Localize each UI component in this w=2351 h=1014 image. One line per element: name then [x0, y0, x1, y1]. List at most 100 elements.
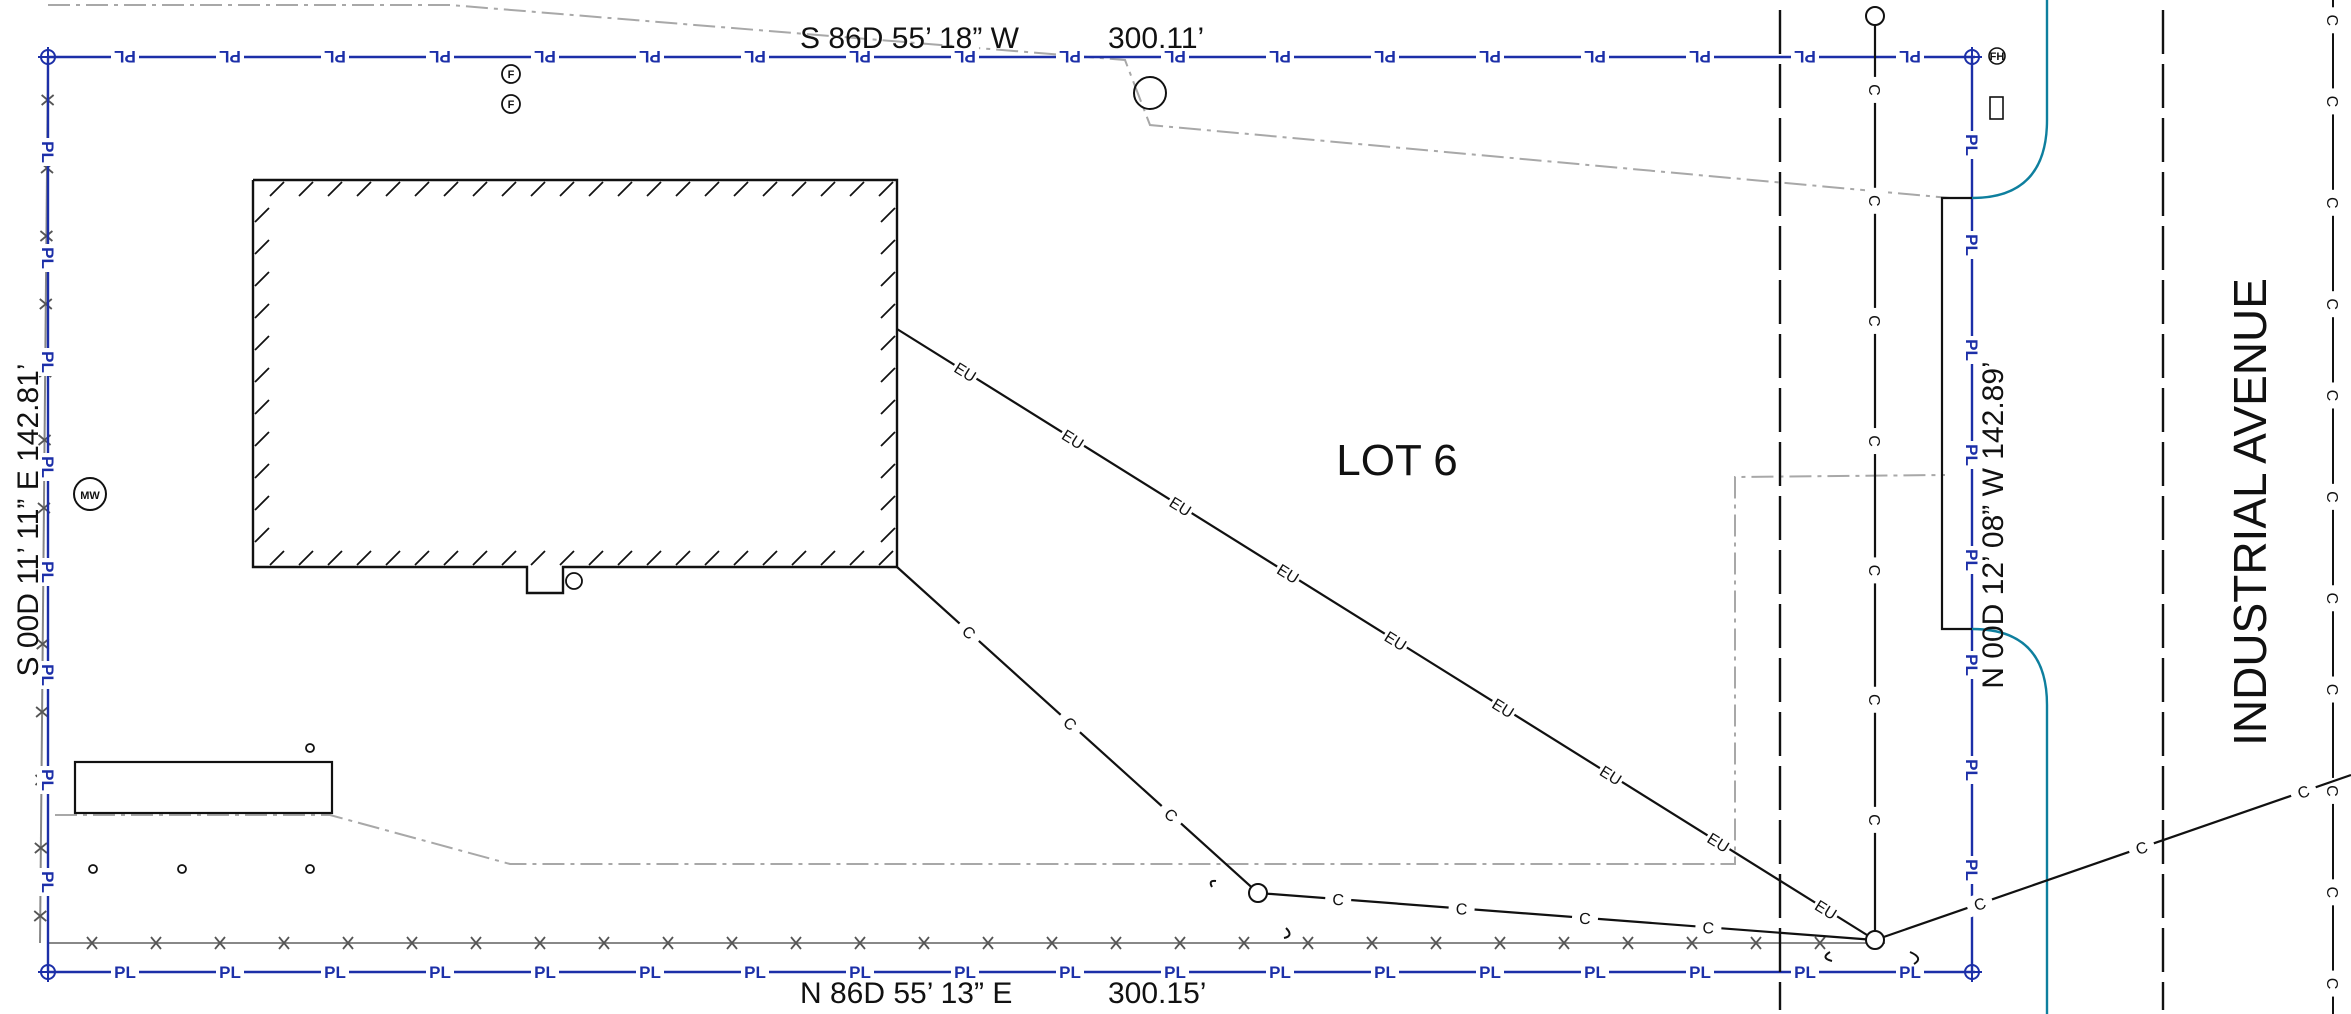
pl-label: PL	[1479, 47, 1501, 66]
pl-label: PL	[1164, 963, 1186, 982]
pl-label: PL	[38, 351, 57, 373]
pl-label: PL	[429, 963, 451, 982]
pl-label: PL	[1794, 47, 1816, 66]
svg-text:MW: MW	[80, 490, 100, 502]
pl-labels-north: PL PL PL PL PL PL PL PL PL PL PL PL PL PL PL PL PL PL	[111, 46, 1924, 68]
setback-lines	[48, 4, 1951, 865]
monitoring-well-symbol: MW	[73, 477, 107, 511]
fence-west	[39, 59, 49, 944]
pl-label: PL	[1899, 963, 1921, 982]
pl-label: PL	[639, 963, 661, 982]
pl-label: PL	[1962, 549, 1981, 571]
utility-label: C	[2323, 491, 2340, 503]
pl-labels-east: PL PL PL PL PL PL PL PL	[1961, 131, 1983, 884]
utility-label: C	[2323, 390, 2340, 402]
street-name-label: INDUSTRIAL AVENUE	[2224, 278, 2276, 746]
pl-label: PL	[744, 47, 766, 66]
property-lines	[46, 55, 1975, 974]
utility-label: C	[2296, 783, 2312, 803]
pl-label: PL	[1962, 234, 1981, 256]
utility-label: EU	[951, 360, 979, 386]
setback-line-southwest	[55, 474, 1946, 865]
pl-label: PL	[1962, 339, 1981, 361]
curb-south	[1971, 627, 2049, 1014]
utility-label: C	[2134, 839, 2150, 859]
utility-label: C	[2323, 592, 2340, 604]
pl-label: PL	[38, 561, 57, 583]
utility-label: C	[1865, 195, 1882, 207]
pl-label: PL	[219, 47, 241, 66]
pl-labels-south: PL PL PL PL PL PL PL PL PL PL PL PL PL PL PL PL PL PL	[111, 961, 1924, 983]
utility-label: EU	[1596, 763, 1624, 789]
small-markers	[88, 743, 315, 874]
utility-label: C	[1702, 920, 1715, 938]
pl-label: PL	[849, 47, 871, 66]
svg-text:FH: FH	[1990, 51, 2005, 63]
property-corner-nw	[38, 47, 58, 67]
pl-label: PL	[38, 871, 57, 893]
utility-label: C	[1972, 895, 1988, 915]
utility-label: EU	[1704, 830, 1732, 856]
fire-hydrant-symbol: FH	[1988, 47, 2006, 65]
utility-label: C	[1865, 565, 1882, 577]
pl-label: PL	[38, 247, 57, 269]
utility-label: C	[2323, 197, 2340, 209]
driveway-outline	[1940, 196, 1972, 631]
pl-label: PL	[954, 963, 976, 982]
pl-label: PL	[38, 456, 57, 478]
pl-label: PL	[1059, 47, 1081, 66]
pl-label: PL	[38, 141, 57, 163]
utility-label: EU	[1166, 494, 1194, 520]
pl-label: PL	[38, 664, 57, 686]
utility-label: EU	[1381, 629, 1409, 655]
pl-label: PL	[1899, 47, 1921, 66]
comm-line-vertical: C C C C C C C	[1865, 6, 1885, 940]
utility-label: C	[1332, 892, 1345, 910]
utility-box	[1989, 96, 2004, 120]
pl-label: PL	[1479, 963, 1501, 982]
pl-label: PL	[1584, 47, 1606, 66]
utility-label: C	[2323, 684, 2340, 696]
pl-label: PL	[1962, 759, 1981, 781]
utility-label: C	[1865, 694, 1882, 706]
pl-label: PL	[114, 47, 136, 66]
fire-marker-1: F	[501, 64, 521, 84]
utility-label: C	[2323, 96, 2340, 108]
south-distance-label: 300.15’	[1108, 977, 1206, 1010]
pl-label: PL	[1164, 47, 1186, 66]
utility-label: C	[2323, 978, 2340, 990]
utility-label: C	[1578, 910, 1591, 928]
electric-line: EU EU EU EU EU EU EU EU EU	[896, 328, 1876, 941]
pl-label: PL	[954, 47, 976, 66]
pl-labels-west: PL PL PL PL PL PL PL PL	[37, 138, 59, 896]
pl-label: PL	[849, 963, 871, 982]
building-hatch	[254, 181, 896, 566]
comm-line-street-crossing: C C C	[1824, 773, 2351, 965]
pl-label: PL	[1962, 134, 1981, 156]
property-corners	[38, 47, 1982, 982]
lot-label: LOT 6	[1336, 436, 1457, 485]
pl-label: PL	[429, 47, 451, 66]
north-bearing-label: S 86D 55’ 18” W	[800, 22, 1020, 55]
pad-outline	[73, 760, 334, 815]
south-bearing-label: N 86D 55’ 13” E	[800, 977, 1012, 1010]
north-distance-label: 300.11’	[1108, 22, 1204, 55]
pl-label: PL	[324, 47, 346, 66]
east-line-label: N 00D 12’ 08” W 142.89’	[1977, 361, 2010, 688]
driveway	[1940, 0, 2049, 1014]
pl-label: PL	[1059, 963, 1081, 982]
setback-line-north	[48, 4, 1951, 199]
property-corner-sw	[38, 962, 58, 982]
utility-label: C	[1865, 435, 1882, 447]
pl-label: PL	[219, 963, 241, 982]
pl-label: PL	[1374, 963, 1396, 982]
pl-label: PL	[38, 769, 57, 791]
pl-label: PL	[1962, 654, 1981, 676]
utility-label: EU	[1273, 562, 1301, 588]
meter-symbol	[565, 572, 583, 590]
utility-label: C	[2323, 14, 2340, 26]
pl-label: PL	[1689, 963, 1711, 982]
pl-label: PL	[114, 963, 136, 982]
pl-label: PL	[639, 47, 661, 66]
